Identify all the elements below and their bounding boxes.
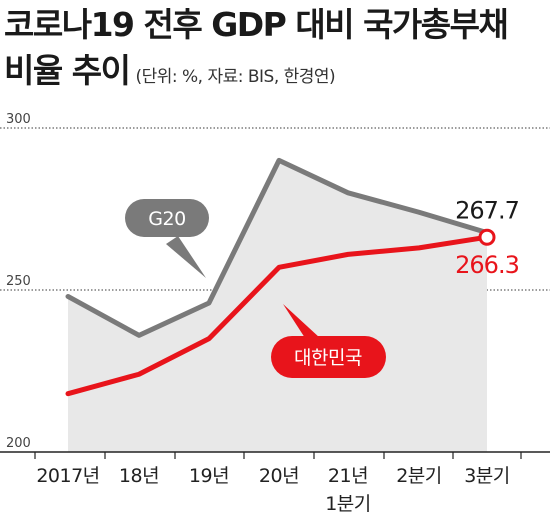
g20-area-fill <box>68 160 487 452</box>
y-tick-300: 300 <box>6 112 31 127</box>
x-tick-label-0-0: 2017년 <box>36 465 99 487</box>
korea-series-label: 대한민국 <box>294 347 362 369</box>
end-point-marker <box>478 228 496 246</box>
x-tick-label-5-0: 2분기 <box>396 465 442 487</box>
y-tick-250: 250 <box>6 274 31 289</box>
series-line-1 <box>65 234 490 397</box>
korea-callout-pointer <box>283 304 320 338</box>
x-tick-label-1-0: 18년 <box>119 465 159 487</box>
x-tick-label-6-0: 3분기 <box>464 465 510 487</box>
x-tick-label-4-1: 1분기 <box>325 493 371 515</box>
series-lines <box>65 157 496 397</box>
x-tick-label-4-0: 21년 <box>328 465 368 487</box>
y-tick-200: 200 <box>6 436 31 451</box>
chart-labels: 267.7 266.3 G20 대한민국 <box>125 197 520 378</box>
x-tick-label-3-0: 20년 <box>259 465 299 487</box>
korea-callout-bubble <box>271 336 386 378</box>
g20-callout-pointer <box>166 236 206 278</box>
area-fill <box>68 160 487 452</box>
unit-source-note: (단위: %, 자료: BIS, 한경연) <box>135 67 336 87</box>
title-line-2-text: 비율 추이 <box>4 51 131 90</box>
x-axis: 2017년 18년 19년 20년 21년 1분기 2분기 3분기 <box>0 451 550 515</box>
g20-series-label: G20 <box>148 208 185 230</box>
series-line-0 <box>65 157 490 338</box>
gridlines: 300 250 200 <box>0 112 550 451</box>
g20-callout-bubble <box>125 199 209 237</box>
title-line-2: 비율 추이 (단위: %, 자료: BIS, 한경연) <box>4 48 507 100</box>
x-tick-label-2-0: 19년 <box>189 465 229 487</box>
title-line-1: 코로나19 전후 GDP 대비 국가총부채 <box>4 5 509 44</box>
g20-end-value-label: 267.7 <box>455 197 519 225</box>
chart-title: 코로나19 전후 GDP 대비 국가총부채 비율 추이 (단위: %, 자료: B… <box>4 2 509 100</box>
korea-end-value-label: 266.3 <box>455 251 519 279</box>
